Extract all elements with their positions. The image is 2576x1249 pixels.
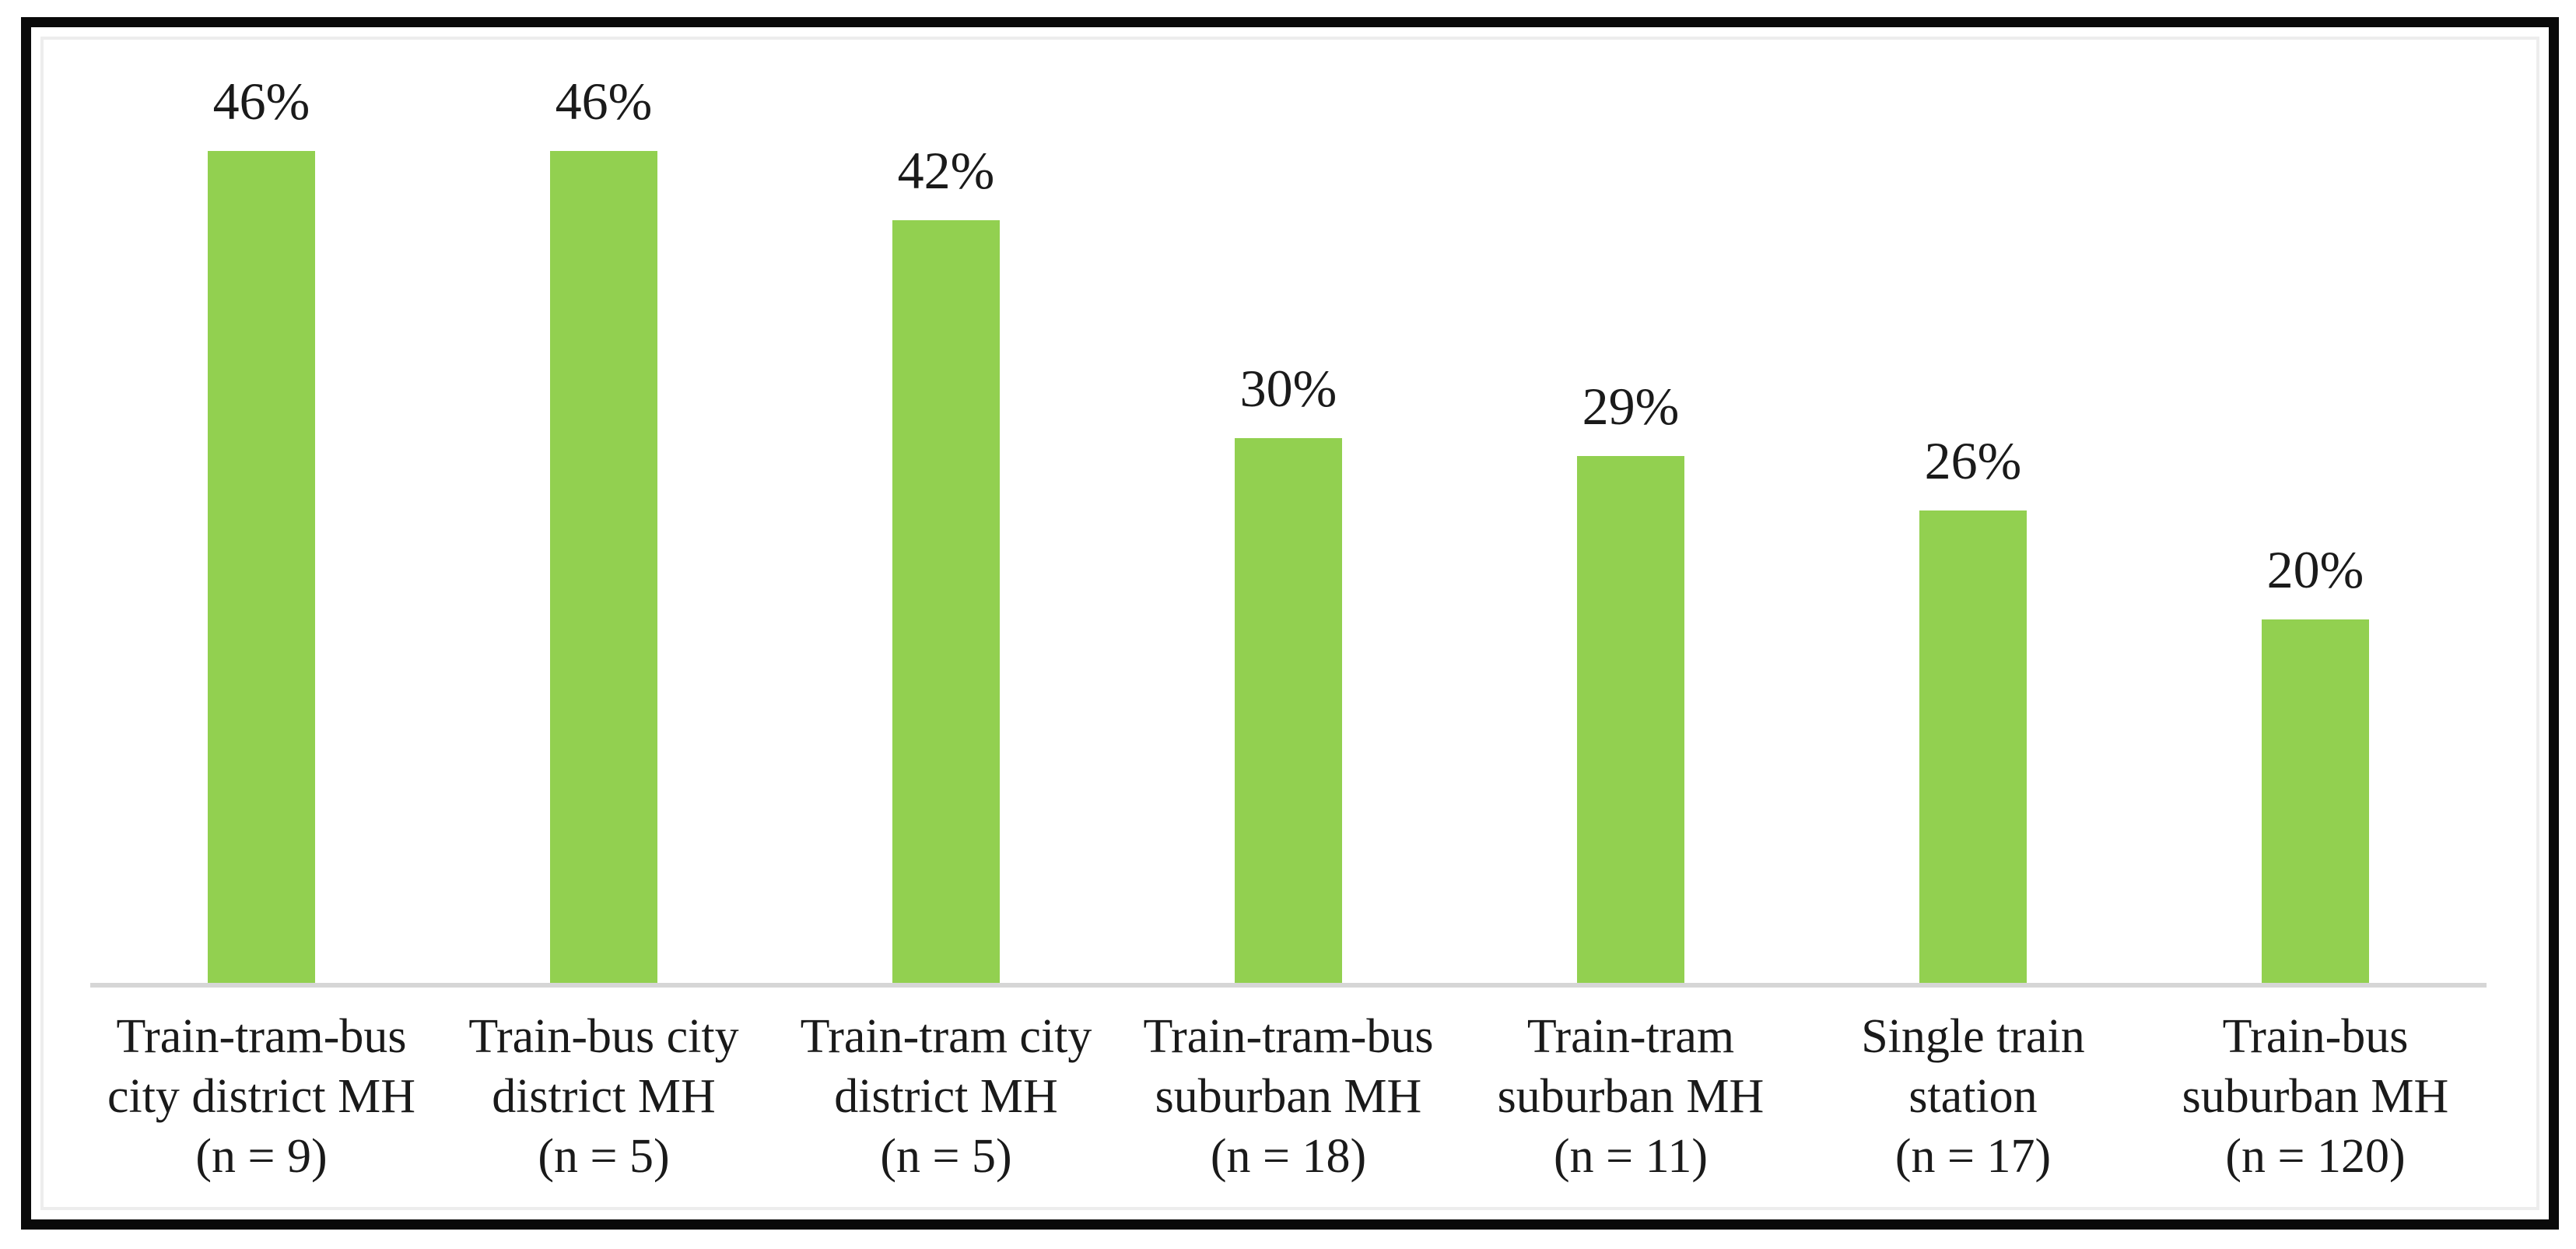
bar-value-label: 46% [555,72,653,131]
category-label: Train-tram city district MH (n = 5) [800,1010,1092,1183]
bar [1577,456,1684,983]
bar-value-label: 29% [1582,377,1680,436]
category-label: Train-bus city district MH (n = 5) [468,1010,739,1183]
bar-column: 29% [1460,75,1802,983]
bar-value-label: 46% [212,72,310,131]
bar [2262,619,2369,983]
bar [1235,438,1342,983]
bar-column: 26% [1802,75,2144,983]
bar-value-label: 20% [2266,540,2364,599]
bar [892,220,1000,983]
x-axis-line [90,983,2487,988]
bar-column: 46% [433,75,775,983]
bar-column: 20% [2144,75,2487,983]
bar-column: 42% [775,75,1117,983]
category-label: Train-tram suburban MH (n = 11) [1497,1010,1765,1183]
category-label: Train-tram-bus suburban MH (n = 18) [1143,1010,1434,1183]
category-label: Train-tram-bus city district MH (n = 9) [107,1010,416,1183]
bar-value-label: 42% [897,141,995,200]
plot-area: 46% 46% 42% 30% 29% 26% 20% [90,75,2487,983]
category-label: Train-bus suburban MH (n = 120) [2182,1010,2449,1183]
bar [1919,510,2027,983]
bar-column: 46% [90,75,433,983]
category-label: Single train station (n = 17) [1861,1010,2085,1183]
category-axis-labels: Train-tram-bus city district MH (n = 9) T… [90,1007,2487,1187]
bar-value-label: 30% [1239,359,1337,418]
inner-keyline [40,37,2539,1210]
bar [550,151,657,983]
bar [208,151,315,983]
bar-value-label: 26% [1924,431,2022,490]
bar-column: 30% [1117,75,1460,983]
